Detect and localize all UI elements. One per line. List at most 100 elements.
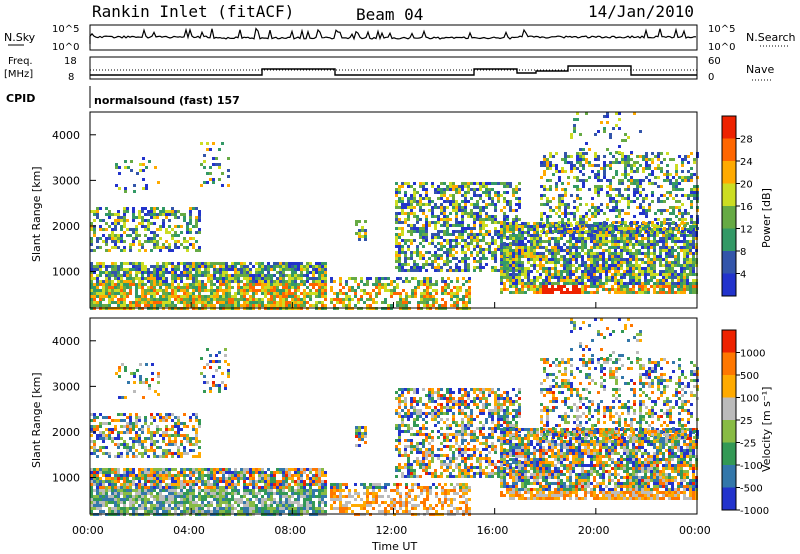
heatmap-cell <box>138 222 141 225</box>
heatmap-cell <box>431 209 434 212</box>
heatmap-cell <box>96 504 99 507</box>
heatmap-cell <box>142 157 145 160</box>
heatmap-cell <box>249 304 252 307</box>
heatmap-cell <box>506 276 509 279</box>
heatmap-cell <box>99 207 102 210</box>
heatmap-cell <box>174 492 177 495</box>
heatmap-cell <box>449 182 452 185</box>
heatmap-cell <box>398 233 401 236</box>
heatmap-cell <box>623 234 626 237</box>
heatmap-cell <box>372 301 375 304</box>
heatmap-cell <box>542 231 545 234</box>
heatmap-cell <box>198 495 201 498</box>
heatmap-cell <box>162 486 165 489</box>
heatmap-cell <box>417 280 420 283</box>
heatmap-cell <box>123 510 126 513</box>
heatmap-cell <box>591 215 594 218</box>
heatmap-cell <box>276 280 279 283</box>
heatmap-cell <box>563 267 566 270</box>
heatmap-cell <box>506 191 509 194</box>
heatmap-cell <box>189 219 192 222</box>
heatmap-cell <box>540 176 543 179</box>
heatmap-cell <box>111 246 114 249</box>
heatmap-cell <box>629 249 632 252</box>
heatmap-cell <box>618 221 621 224</box>
heatmap-cell <box>623 249 626 252</box>
heatmap-cell <box>150 474 153 477</box>
heatmap-cell <box>222 271 225 274</box>
heatmap-cell <box>614 291 617 294</box>
heatmap-cell <box>591 227 594 230</box>
heatmap-cell <box>524 243 527 246</box>
heatmap-cell <box>393 292 396 295</box>
heatmap-cell <box>93 489 96 492</box>
heatmap-cell <box>561 197 564 200</box>
heatmap-cell <box>587 264 590 267</box>
heatmap-cell <box>500 288 503 291</box>
heatmap-cell <box>581 276 584 279</box>
heatmap-cell <box>123 480 126 483</box>
heatmap-cell <box>243 298 246 301</box>
heatmap-cell <box>633 215 636 218</box>
heatmap-cell <box>584 288 587 291</box>
heatmap-cell <box>458 209 461 212</box>
heatmap-cell <box>644 285 647 288</box>
heatmap-cell <box>102 271 105 274</box>
heatmap-cell <box>395 242 398 245</box>
heatmap-cell <box>183 289 186 292</box>
heatmap-cell <box>261 301 264 304</box>
heatmap-cell <box>123 474 126 477</box>
heatmap-cell <box>467 185 470 188</box>
heatmap-cell <box>189 271 192 274</box>
heatmap-cell <box>360 277 363 280</box>
heatmap-cell <box>162 489 165 492</box>
heatmap-cell <box>546 221 549 224</box>
heatmap-cell <box>464 269 467 272</box>
heatmap-cell <box>600 209 603 212</box>
heatmap-cell <box>596 261 599 264</box>
heatmap-cell <box>177 210 180 213</box>
heatmap-cell <box>581 282 584 285</box>
heatmap-cell <box>114 228 117 231</box>
heatmap-cell <box>659 240 662 243</box>
heatmap-cell <box>449 188 452 191</box>
heatmap-cell <box>138 234 141 237</box>
heatmap-cell <box>485 218 488 221</box>
heatmap-cell <box>650 276 653 279</box>
heatmap-cell <box>596 291 599 294</box>
heatmap-cell <box>354 277 357 280</box>
heatmap-cell <box>240 295 243 298</box>
heatmap-cell <box>533 246 536 249</box>
heatmap-cell <box>506 222 509 225</box>
heatmap-cell <box>509 252 512 255</box>
heatmap-cell <box>645 230 648 233</box>
heatmap-cell <box>584 267 587 270</box>
heatmap-cell <box>132 262 135 265</box>
heatmap-cell <box>218 178 221 181</box>
heatmap-cell <box>615 173 618 176</box>
heatmap-cell <box>549 155 552 158</box>
heatmap-cell <box>401 269 404 272</box>
heatmap-cell <box>413 269 416 272</box>
heatmap-cell <box>404 194 407 197</box>
heatmap-cell <box>512 249 515 252</box>
heatmap-cell <box>518 240 521 243</box>
heatmap-cell <box>174 504 177 507</box>
heatmap-cell <box>141 495 144 498</box>
heatmap-cell <box>512 279 515 282</box>
heatmap-cell <box>105 237 108 240</box>
heatmap-cell <box>117 286 120 289</box>
heatmap-cell <box>288 304 291 307</box>
heatmap-cell <box>183 268 186 271</box>
heatmap-cell <box>156 283 159 286</box>
heatmap-cell <box>630 224 633 227</box>
heatmap-cell <box>491 197 494 200</box>
heatmap-cell <box>315 295 318 298</box>
heatmap-cell <box>102 471 105 474</box>
heatmap-cell <box>470 251 473 254</box>
heatmap-cell <box>96 265 99 268</box>
heatmap-cell <box>144 301 147 304</box>
heatmap-cell <box>207 277 210 280</box>
heatmap-cell <box>629 255 632 258</box>
heatmap-cell <box>428 200 431 203</box>
